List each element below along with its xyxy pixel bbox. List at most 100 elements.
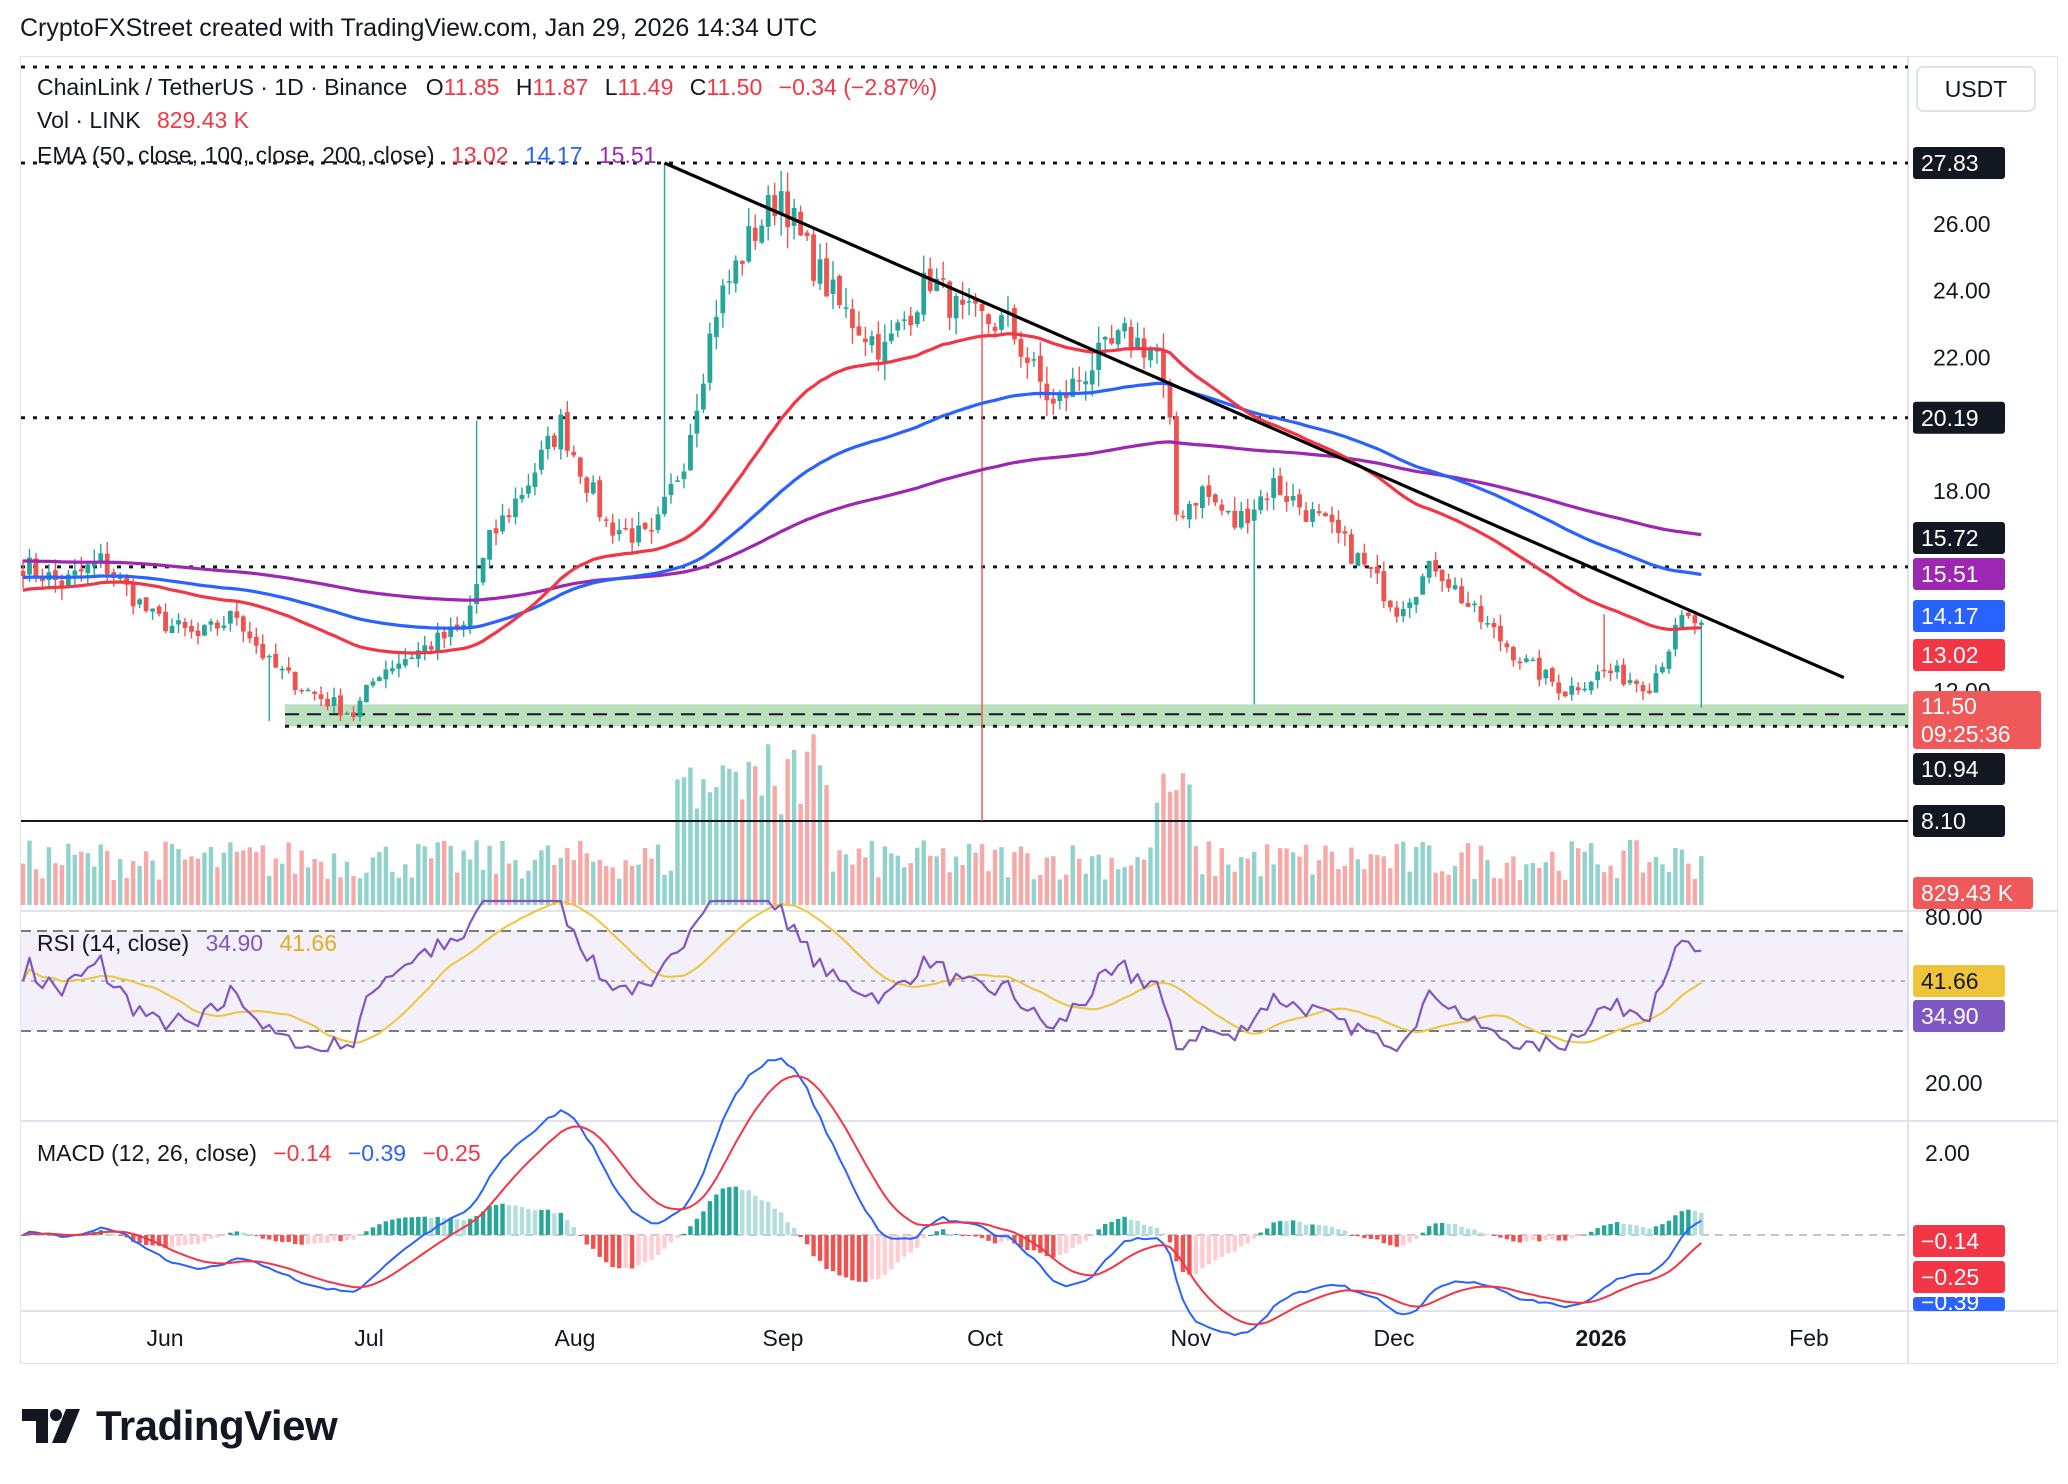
macd-histogram-bar xyxy=(1018,1235,1024,1248)
candle-body xyxy=(143,597,149,612)
candle-body xyxy=(1109,338,1115,344)
time-label-nov: Nov xyxy=(1171,1325,1212,1351)
macd-histogram-bar xyxy=(1660,1224,1665,1235)
time-label-oct: Oct xyxy=(967,1325,1003,1351)
volume-bar xyxy=(1329,851,1335,905)
ema-lines xyxy=(22,332,1702,655)
volume-bar xyxy=(189,856,194,905)
volume-bar xyxy=(1498,878,1503,905)
volume-bar xyxy=(228,842,233,905)
candle-body xyxy=(1374,566,1380,574)
candle-body xyxy=(869,336,875,346)
candle-body xyxy=(266,655,272,658)
macd-histogram-bar xyxy=(1187,1235,1192,1275)
candle-body xyxy=(1504,643,1510,648)
macd-histogram-bar xyxy=(299,1235,304,1245)
macd-histogram-bar xyxy=(824,1235,829,1270)
volume-bar xyxy=(1686,863,1691,905)
candle-body xyxy=(1219,504,1225,511)
macd-histogram-bar xyxy=(1465,1228,1471,1235)
candle-body xyxy=(584,477,590,493)
candle-body xyxy=(1511,646,1516,661)
candle-body xyxy=(545,435,551,450)
currency-button[interactable]: USDT xyxy=(1945,76,2008,102)
candle-body xyxy=(364,684,369,703)
ema50-value: 13.02 xyxy=(451,142,509,168)
candle-body xyxy=(389,668,395,672)
time-label-feb: Feb xyxy=(1789,1325,1829,1351)
candle-body xyxy=(1031,359,1037,361)
macd-histogram-bar xyxy=(1064,1235,1069,1254)
volume-bar xyxy=(1647,862,1652,905)
candle-body xyxy=(1199,486,1205,509)
badge-support-bg xyxy=(1913,753,2005,785)
rsi-value: 34.90 xyxy=(206,930,264,956)
volume-bar xyxy=(1621,850,1626,905)
macd-histogram-bar xyxy=(448,1218,453,1235)
macd-histogram-bar xyxy=(305,1235,311,1245)
volume-bar xyxy=(53,863,58,905)
volume-bar xyxy=(1653,856,1659,905)
volume-bar xyxy=(1213,875,1218,905)
candle-body xyxy=(1122,323,1127,332)
volume-bar xyxy=(1342,865,1348,905)
badge-support: 10.94 xyxy=(1921,756,1979,782)
candle-body xyxy=(117,577,123,579)
volume-bar xyxy=(856,848,862,905)
badge-last-bg xyxy=(1913,691,2041,749)
volume-bar xyxy=(241,850,246,905)
candle-body xyxy=(104,553,110,575)
volume-bar xyxy=(1679,849,1685,905)
candle-body xyxy=(247,631,253,639)
macd-histogram-bar xyxy=(1433,1223,1438,1235)
volume-bar xyxy=(124,878,129,905)
macd-histogram-bar xyxy=(791,1227,797,1235)
macd-histogram-bar xyxy=(629,1235,635,1269)
volume-bar xyxy=(429,858,434,905)
volume-bar xyxy=(383,846,389,905)
candle-body xyxy=(720,285,726,314)
macd-histogram-bar xyxy=(1135,1220,1140,1235)
macd-legend: MACD (12, 26, close) −0.14 −0.39 −0.25 xyxy=(37,1140,481,1166)
macd-histogram-bar xyxy=(1180,1235,1186,1272)
change-value: −0.34 (−2.87%) xyxy=(779,74,938,100)
candle-body xyxy=(448,626,454,637)
volume-bar xyxy=(442,840,447,905)
macd-histogram-bar xyxy=(454,1219,460,1235)
rsi-legend: RSI (14, close) 34.90 41.66 xyxy=(37,930,337,956)
candle-body xyxy=(1413,597,1419,605)
volume-bar xyxy=(811,734,816,905)
volume-bar xyxy=(1530,862,1536,905)
macd-histogram-bar xyxy=(973,1235,978,1237)
ema100-line xyxy=(22,381,1702,630)
candle-body xyxy=(150,608,155,612)
candle-body xyxy=(733,260,739,284)
volume-bar xyxy=(565,847,570,905)
chart-caption: CryptoFXStreet created with TradingView.… xyxy=(20,14,818,42)
macd-histogram-bar xyxy=(604,1235,609,1263)
candle-body xyxy=(1187,503,1192,520)
macd-histogram-bar xyxy=(124,1235,129,1238)
macd-histogram-bar xyxy=(1614,1222,1620,1235)
macd-histogram-bar xyxy=(377,1224,382,1235)
candle-body xyxy=(597,480,603,518)
candle-body xyxy=(539,449,544,470)
macd-histogram-bar xyxy=(351,1235,356,1240)
volume-bar xyxy=(791,749,797,905)
volume-bar xyxy=(1569,841,1574,905)
chart-canvas[interactable]: ChainLink / TetherUS · 1D · Binance O11.… xyxy=(20,57,2057,1363)
badge-ema100: 14.17 xyxy=(1921,603,1979,629)
macd-histogram-bar xyxy=(928,1234,933,1236)
macd-histogram-bar xyxy=(1239,1235,1244,1247)
badge-macd-hist-bg xyxy=(1913,1225,2005,1257)
volume-bar xyxy=(1057,879,1062,905)
candle-body xyxy=(1536,657,1542,680)
candle-body xyxy=(1076,380,1082,382)
rsi-lines xyxy=(21,899,1702,1053)
macd-histogram-bar xyxy=(778,1212,784,1235)
volume-bar xyxy=(785,759,790,905)
macd-histogram-bar xyxy=(1673,1215,1678,1235)
candle-body xyxy=(1070,378,1076,397)
candle-body xyxy=(1575,687,1581,691)
macd-histogram-bar xyxy=(130,1235,136,1242)
